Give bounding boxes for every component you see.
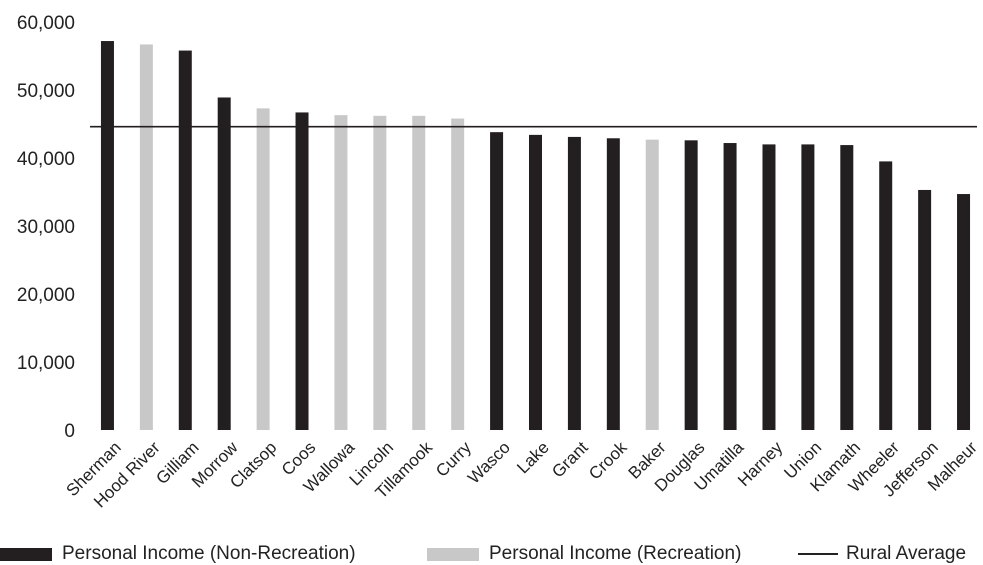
bar-klamath — [840, 145, 854, 430]
bar-wallowa — [334, 115, 348, 430]
y-tick-label: 20,000 — [17, 285, 75, 306]
bar-morrow — [217, 97, 231, 430]
legend-label-non-recreation: Personal Income (Non-Recreation) — [62, 543, 356, 564]
x-category-label: Wasco — [464, 438, 514, 488]
legend-item-non-recreation: Personal Income (Non-Recreation) — [0, 543, 356, 565]
bar-chart: 0 10,000 20,000 30,000 40,000 50,000 60,000 Sh… — [17, 13, 982, 511]
bar-harney — [762, 144, 776, 430]
bar-wasco — [490, 132, 504, 430]
bar-sherman — [100, 41, 114, 430]
bar-crook — [606, 138, 620, 430]
legend: Personal Income (Non-Recreation) Persona… — [0, 539, 983, 565]
bars — [100, 41, 971, 431]
y-tick-label: 50,000 — [17, 81, 75, 102]
bar-wheeler — [879, 161, 893, 430]
bar-douglas — [684, 140, 698, 430]
bar-jefferson — [918, 189, 932, 430]
bar-baker — [645, 139, 659, 430]
x-category-label: Lake — [513, 438, 553, 478]
legend-swatch-non-recreation — [0, 547, 52, 561]
y-axis: 0 10,000 20,000 30,000 40,000 50,000 60,000 — [17, 13, 75, 442]
bar-umatilla — [723, 143, 737, 431]
legend-label-recreation: Personal Income (Recreation) — [489, 543, 742, 564]
legend-item-recreation: Personal Income (Recreation) — [427, 543, 741, 565]
bar-gilliam — [178, 50, 192, 431]
bar-hood-river — [139, 44, 153, 430]
y-tick-label: 10,000 — [17, 353, 75, 374]
bar-grant — [567, 136, 581, 431]
y-tick-label: 30,000 — [17, 217, 75, 238]
bar-clatsop — [256, 108, 270, 431]
legend-label-rural-average: Rural Average — [846, 543, 967, 564]
bar-lincoln — [373, 115, 387, 430]
bar-lake — [529, 134, 542, 430]
bar-tillamook — [412, 115, 426, 430]
bar-union — [801, 144, 815, 430]
legend-item-rural-average: Rural Average — [798, 543, 966, 565]
x-category-label: Crook — [585, 438, 631, 484]
y-tick-label: 60,000 — [17, 13, 75, 34]
x-category-label: Grant — [548, 438, 592, 482]
legend-swatch-recreation — [427, 547, 479, 561]
legend-swatch-rural-average — [798, 553, 838, 555]
bar-coos — [295, 112, 309, 430]
bar-malheur — [957, 194, 971, 430]
x-category-label: Harney — [734, 438, 787, 491]
bar-curry — [451, 118, 465, 430]
y-tick-label: 0 — [64, 421, 75, 442]
y-tick-label: 40,000 — [17, 149, 75, 170]
